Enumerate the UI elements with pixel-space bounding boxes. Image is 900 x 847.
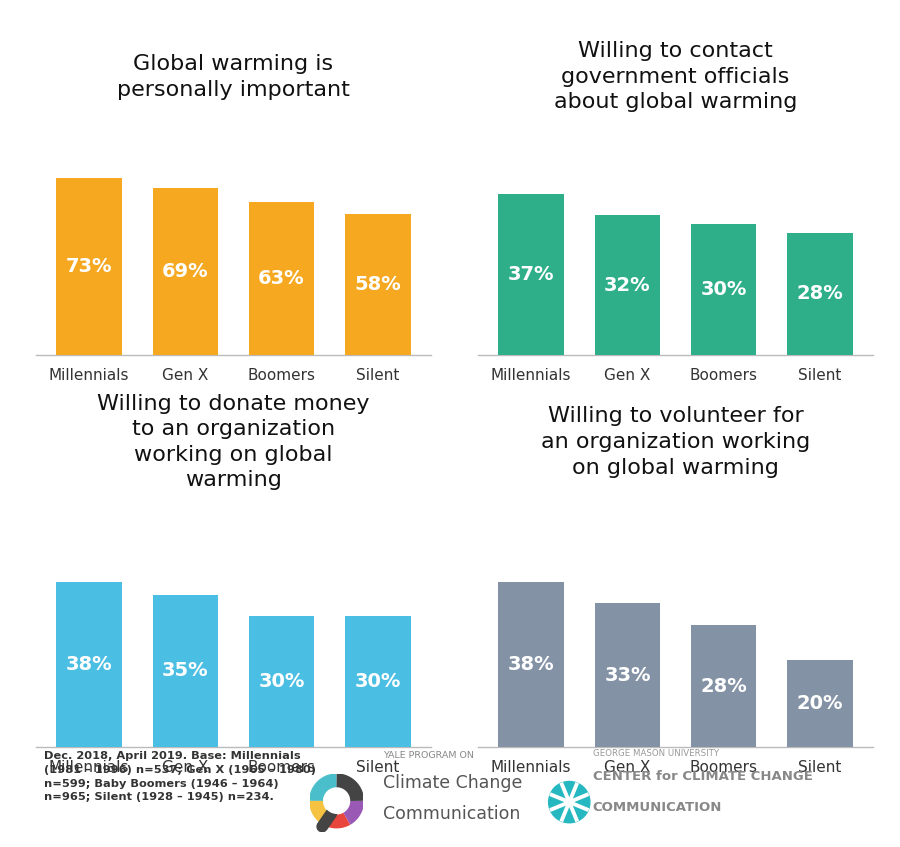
Text: 73%: 73% <box>66 257 112 276</box>
Text: CENTER for CLIMATE CHANGE: CENTER for CLIMATE CHANGE <box>592 771 813 783</box>
Bar <box>345 617 410 747</box>
Bar <box>499 582 564 747</box>
Text: 28%: 28% <box>796 285 843 303</box>
Bar <box>691 625 757 747</box>
Text: 38%: 38% <box>66 655 112 674</box>
Text: Willing to volunteer for
an organization working
on global warming: Willing to volunteer for an organization… <box>541 407 810 478</box>
Circle shape <box>549 782 590 822</box>
Bar <box>152 188 218 355</box>
Text: 38%: 38% <box>508 655 554 674</box>
Text: GEORGE MASON UNIVERSITY: GEORGE MASON UNIVERSITY <box>592 749 719 758</box>
Text: 28%: 28% <box>700 677 747 695</box>
Bar <box>595 603 661 747</box>
Bar <box>691 224 757 355</box>
Bar <box>56 178 122 355</box>
Text: 35%: 35% <box>162 662 209 680</box>
Text: YALE PROGRAM ON: YALE PROGRAM ON <box>383 751 474 761</box>
Text: 58%: 58% <box>355 275 401 294</box>
Bar <box>788 233 853 355</box>
Text: COMMUNICATION: COMMUNICATION <box>592 801 722 814</box>
Bar <box>345 214 410 355</box>
Circle shape <box>565 799 573 805</box>
Text: Dec. 2018, April 2019. Base: Millennials
(1981 – 1996) n=537; Gen X (1965 – 1980: Dec. 2018, April 2019. Base: Millennials… <box>44 751 317 802</box>
Bar <box>595 215 661 355</box>
Bar <box>152 595 218 747</box>
Text: 63%: 63% <box>258 269 305 288</box>
Bar <box>788 660 853 747</box>
Text: 37%: 37% <box>508 264 554 284</box>
Bar <box>248 202 314 355</box>
Bar <box>499 193 564 355</box>
Bar <box>248 617 314 747</box>
Bar <box>56 582 122 747</box>
Circle shape <box>324 789 349 813</box>
Text: Willing to donate money
to an organization
working on global
warming: Willing to donate money to an organizati… <box>97 394 370 490</box>
Text: 69%: 69% <box>162 262 209 280</box>
Text: Willing to contact
government officials
about global warming: Willing to contact government officials … <box>554 42 797 113</box>
Text: 30%: 30% <box>700 280 747 299</box>
Text: 30%: 30% <box>355 673 401 691</box>
Text: Climate Change: Climate Change <box>383 773 523 792</box>
Text: 30%: 30% <box>258 673 305 691</box>
Text: 20%: 20% <box>796 695 843 713</box>
Text: Global warming is
personally important: Global warming is personally important <box>117 54 350 100</box>
Text: Communication: Communication <box>383 805 521 823</box>
Text: 32%: 32% <box>604 275 651 295</box>
Text: 33%: 33% <box>604 666 651 684</box>
